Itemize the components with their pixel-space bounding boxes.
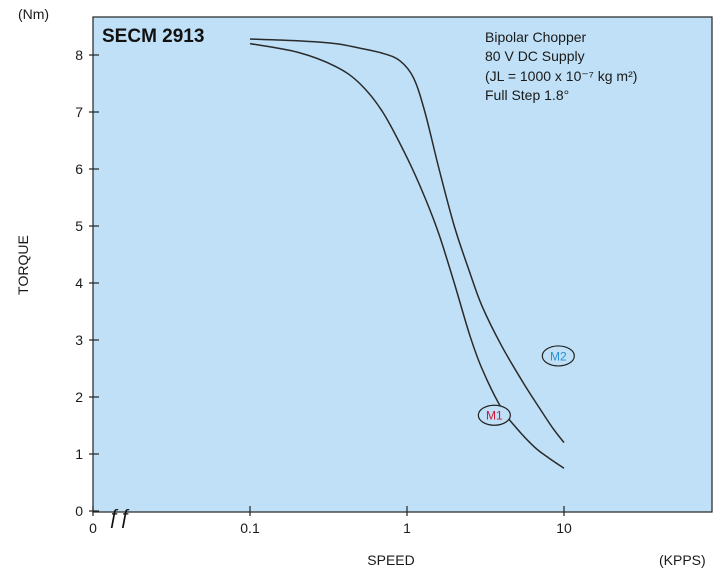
x-tick-label-0.1: 0.1: [240, 520, 260, 536]
y-tick-label-7: 7: [75, 104, 83, 120]
y-tick-label-6: 6: [75, 161, 83, 177]
ticks-layer: 0 1 2 3 4 5 6 7 8 0 0.1 1 10: [75, 47, 572, 536]
y-tick-label-8: 8: [75, 47, 83, 63]
x-unit-label: (KPPS): [659, 552, 706, 568]
x-tick-label-0: 0: [89, 520, 97, 536]
curves-layer: [249, 38, 565, 469]
y-tick-label-4: 4: [75, 275, 83, 291]
y-tick-label-5: 5: [75, 218, 83, 234]
chart-title: SECM 2913: [102, 26, 204, 47]
annotation-line-4: Full Step 1.8°: [485, 87, 569, 103]
series-line-m2: [249, 38, 565, 444]
series-markers-layer: M1 M2: [477, 345, 575, 426]
x-tick-label-1: 1: [403, 520, 411, 536]
x-axis-label: SPEED: [367, 552, 414, 568]
y-tick-label-1: 1: [75, 446, 83, 462]
y-tick-label-2: 2: [75, 389, 83, 405]
annotation-line-2: 80 V DC Supply: [485, 48, 585, 64]
y-unit-label: (Nm): [18, 6, 49, 22]
y-axis-label: TORQUE: [15, 235, 31, 295]
series-marker-m2-label: M2: [550, 349, 567, 363]
axis-break-mark: ƒƒ: [108, 506, 130, 528]
y-tick-label-3: 3: [75, 332, 83, 348]
series-line-m1: [249, 42, 565, 469]
x-tick-label-10: 10: [556, 520, 572, 536]
series-marker-m1-label: M1: [486, 409, 503, 423]
plot-area: [92, 16, 713, 513]
y-tick-label-0: 0: [75, 503, 83, 519]
annotation-line-1: Bipolar Chopper: [485, 29, 587, 45]
series-marker-m2-ellipse: [541, 345, 575, 367]
annotation-line-3: (JL = 1000 x 10⁻⁷ kg m²): [485, 68, 637, 84]
series-marker-m1-ellipse: [477, 404, 511, 426]
